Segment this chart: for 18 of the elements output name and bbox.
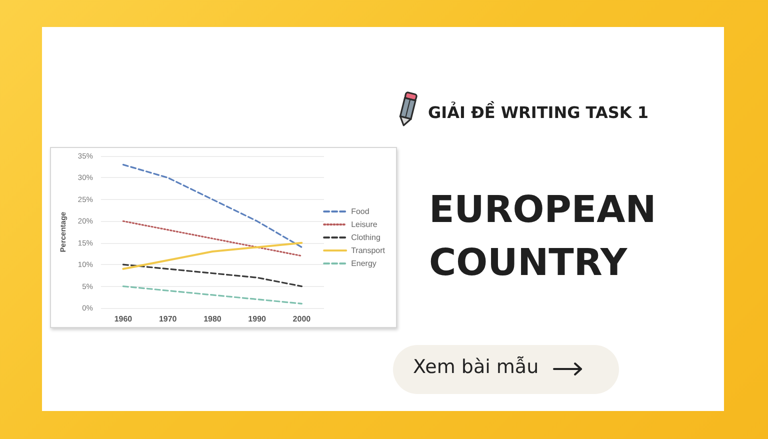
line-series (122, 264, 302, 288)
x-tick-label: 1990 (248, 314, 267, 324)
legend-label: Transport (351, 246, 386, 255)
x-tick-label: 1960 (114, 314, 133, 324)
text: GIẢI ĐỀ WRITING TASK 1 (428, 103, 648, 122)
line-series (122, 220, 302, 257)
text: EUROPEAN COUNTRY (429, 187, 658, 286)
legend-label: Food (351, 207, 370, 216)
legend-label: Leisure (351, 220, 378, 229)
view-button[interactable]: Xem bài mẫu (393, 345, 619, 394)
legend-label: Energy (351, 259, 376, 268)
x-tick-label: 1980 (204, 314, 222, 324)
line-series (122, 164, 302, 248)
line-series (122, 285, 302, 304)
legend-label: Clothing (351, 233, 380, 242)
line-series (122, 242, 303, 270)
x-tick-label: 1970 (158, 314, 178, 324)
x-tick-label: 2000 (292, 314, 312, 324)
